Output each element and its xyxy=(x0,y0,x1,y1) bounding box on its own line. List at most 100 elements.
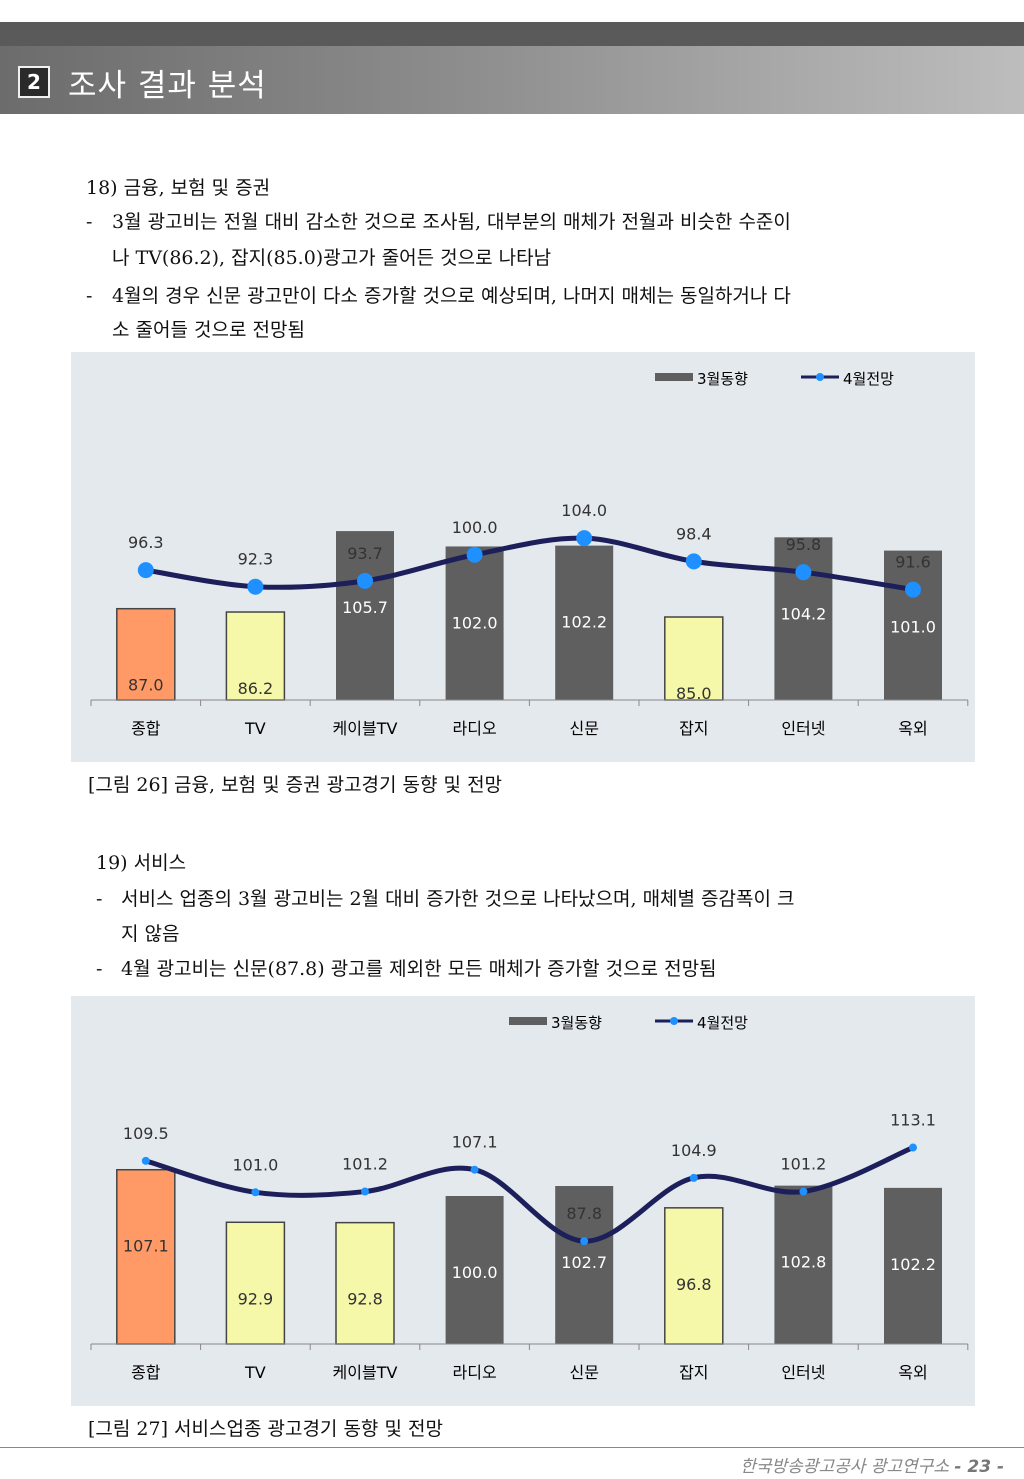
bar-0 xyxy=(116,1168,176,1345)
bar-value-label: 96.8 xyxy=(676,1275,712,1294)
x-tick-label: 옥외 xyxy=(898,719,927,738)
line-point-1 xyxy=(247,578,264,595)
chart-finance: 3월동향 4월전망 87.0 86.2 105.7 102.0 102.2 85.0 104.2… xyxy=(71,352,975,762)
x-tick-label: 케이블TV xyxy=(333,719,398,738)
section19-bullet2-line1: 4월 광고비는 신문(87.8) 광고를 제외한 모든 매체가 증가할 것으로 … xyxy=(121,958,717,980)
chart-service-svg: 3월동향 4월전망 107.1 92.9 92.8 100.0 102.7 96.8 102.8… xyxy=(90,1014,969,1382)
bar-6 xyxy=(774,1185,833,1344)
footer-org: 한국방송광고공사 광고연구소 xyxy=(740,1457,949,1477)
bar-value-label: 92.9 xyxy=(238,1289,274,1308)
line-point-2 xyxy=(361,1187,369,1196)
figure26-caption: [그림 26] 금융, 보험 및 증권 광고경기 동향 및 전망 xyxy=(88,774,503,796)
bar-value-label: 102.0 xyxy=(452,613,498,632)
footer: 한국방송광고공사 광고연구소 - 23 - xyxy=(740,1452,1004,1477)
bullet-dash: - xyxy=(96,888,103,910)
section19-bullet1-line1: 서비스 업종의 3월 광고비는 2월 대비 증가한 것으로 나타났으며, 매체별… xyxy=(121,888,795,910)
section-title: 조사 결과 분석 xyxy=(68,68,267,104)
line-point-3 xyxy=(466,546,483,563)
x-tick-label: 케이블TV xyxy=(333,1363,398,1382)
bar-4 xyxy=(555,1186,614,1344)
bar-value-label: 104.2 xyxy=(780,604,826,623)
footer-divider xyxy=(0,1447,1024,1448)
line-value-label: 113.1 xyxy=(890,1111,936,1130)
section18-heading: 18) 금융, 보험 및 증권 xyxy=(86,177,271,199)
bar-7 xyxy=(884,550,942,700)
x-tick-label: 종합 xyxy=(131,719,161,738)
bullet-dash: - xyxy=(86,285,93,307)
bar-value-label: 85.0 xyxy=(676,684,712,703)
legend-line-marker xyxy=(670,1017,678,1025)
legend-bar-swatch xyxy=(655,373,693,381)
line-point-7 xyxy=(905,581,921,598)
line-value-label: 104.9 xyxy=(671,1141,717,1160)
section-header: 2 조사 결과 분석 xyxy=(0,46,1024,114)
section19-heading: 19) 서비스 xyxy=(96,852,187,874)
bar-value-label: 102.8 xyxy=(780,1253,826,1272)
bar-5 xyxy=(664,1207,724,1345)
line-point-6 xyxy=(795,564,812,581)
line-value-label: 104.0 xyxy=(561,501,607,520)
line-point-5 xyxy=(689,1173,698,1182)
bar-3 xyxy=(445,1196,504,1344)
x-tick-label: 종합 xyxy=(131,1363,161,1382)
line-series-4월전망 xyxy=(143,1145,916,1244)
header-top-band xyxy=(0,22,1024,46)
chart-service: 3월동향 4월전망 107.1 92.9 92.8 100.0 102.7 96.8 102.8… xyxy=(71,996,975,1406)
bar-7 xyxy=(884,1187,942,1344)
line-point-3 xyxy=(470,1165,479,1174)
bar-2 xyxy=(336,531,394,700)
section18-bullet2-line2: 소 줄어들 것으로 전망됨 xyxy=(112,319,305,341)
line-point-0 xyxy=(137,562,154,579)
bullet-dash: - xyxy=(86,211,93,233)
legend-bar-label: 3월동향 xyxy=(697,370,748,388)
bar-value-label: 100.0 xyxy=(452,1263,498,1282)
legend-line-marker xyxy=(816,373,824,381)
line-value-label: 107.1 xyxy=(452,1133,498,1152)
x-tick-label: 인터넷 xyxy=(781,1363,825,1382)
legend-line-label: 4월전망 xyxy=(843,370,894,388)
section-number: 2 xyxy=(18,66,50,98)
bar-value-label: 86.2 xyxy=(238,679,274,698)
figure27-caption: [그림 27] 서비스업종 광고경기 동향 및 전망 xyxy=(88,1418,443,1440)
line-value-label: 93.7 xyxy=(347,544,383,563)
bar-1 xyxy=(225,1221,286,1345)
line-point-4 xyxy=(576,530,593,547)
bar-value-label: 92.8 xyxy=(347,1290,383,1309)
bar-value-label: 105.7 xyxy=(342,598,388,617)
bar-2 xyxy=(335,1221,395,1345)
line-value-label: 91.6 xyxy=(895,553,931,572)
x-tick-label: 신문 xyxy=(569,1363,598,1382)
line-value-label: 101.2 xyxy=(342,1155,388,1174)
bar-value-label: 107.1 xyxy=(123,1237,169,1256)
bullet-dash: - xyxy=(96,958,103,980)
line-value-label: 92.3 xyxy=(238,550,274,569)
x-tick-label: 신문 xyxy=(569,719,598,738)
section18-bullet1-line1: 3월 광고비는 전월 대비 감소한 것으로 조사됨, 대부분의 매체가 전월과 … xyxy=(112,211,791,233)
line-point-1 xyxy=(251,1188,260,1197)
legend-bar-swatch xyxy=(509,1017,547,1025)
bar-1 xyxy=(225,611,286,701)
x-tick-label: 인터넷 xyxy=(781,719,825,738)
section19-bullet1-line2: 지 않음 xyxy=(121,923,180,945)
line-value-label: 100.0 xyxy=(452,518,498,537)
bar-value-label: 102.2 xyxy=(890,1255,936,1274)
line-point-2 xyxy=(357,572,373,589)
line-value-label: 96.3 xyxy=(128,533,164,552)
line-value-label: 101.2 xyxy=(780,1155,826,1174)
line-point-6 xyxy=(799,1187,808,1196)
x-tick-label: 잡지 xyxy=(679,1363,708,1382)
bar-value-label: 102.7 xyxy=(561,1253,607,1272)
line-value-label: 98.4 xyxy=(676,524,712,543)
x-tick-label: TV xyxy=(244,1363,266,1382)
page-number: - 23 - xyxy=(954,1457,1004,1477)
legend-line-label: 4월전망 xyxy=(697,1014,748,1032)
line-point-5 xyxy=(685,553,702,570)
x-tick-label: 라디오 xyxy=(453,719,497,738)
chart-finance-svg: 3월동향 4월전망 87.0 86.2 105.7 102.0 102.2 85.0 104.2… xyxy=(90,370,969,738)
x-tick-label: TV xyxy=(244,719,266,738)
legend-bar-label: 3월동향 xyxy=(551,1014,602,1032)
bar-3 xyxy=(445,546,504,700)
line-value-label: 95.8 xyxy=(786,535,822,554)
bar-value-label: 101.0 xyxy=(890,618,936,637)
x-tick-label: 잡지 xyxy=(679,719,708,738)
